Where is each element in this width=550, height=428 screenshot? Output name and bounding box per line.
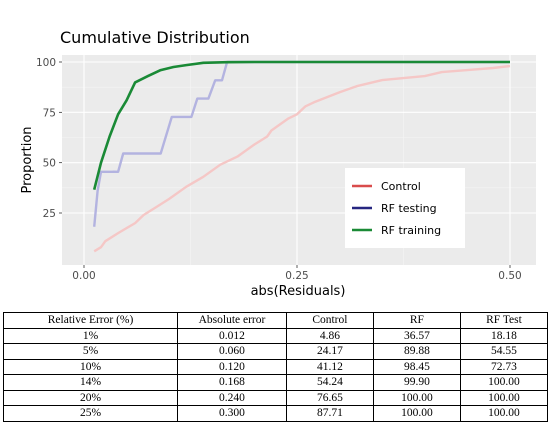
table-row: 14% 0.168 54.24 99.90 100.00 [2, 374, 549, 391]
series-line-control [93, 64, 511, 253]
table-cell: 0.120 [177, 358, 287, 375]
table-row: 25% 0.300 87.71 100.00 100.00 [2, 405, 549, 422]
table-cell: 0.168 [177, 374, 287, 391]
table-cell: 18.18 [459, 327, 549, 344]
table-cell: 10% [2, 358, 179, 375]
y-tick-label: 75 [43, 107, 56, 119]
table-cell: 87.71 [285, 405, 374, 422]
series-layer [92, 60, 511, 253]
y-tick-label: 100 [36, 57, 56, 69]
header-absolute-error: Absolute error [177, 312, 287, 329]
legend-label-rf-training: RF training [381, 224, 441, 237]
tick-layer: 0.00 0.25 0.50 25 50 75 100 [36, 57, 522, 282]
table-cell: 100.00 [372, 405, 461, 422]
table-cell: 24.17 [285, 343, 374, 360]
x-axis-title: abs(Residuals) [251, 284, 346, 299]
table-cell: 100.00 [459, 374, 549, 391]
legend-label-rf-testing: RF testing [381, 202, 437, 215]
table-cell: 25% [2, 405, 179, 422]
header-relative-error: Relative Error (%) [2, 312, 179, 329]
table-cell: 36.57 [372, 327, 461, 344]
header-control: Control [285, 312, 374, 329]
legend: Control RF testing RF training [345, 168, 465, 248]
legend-label-control: Control [381, 180, 421, 193]
table-cell: 54.55 [459, 343, 549, 360]
chart-title: Cumulative Distribution [60, 28, 250, 47]
series-line-rf-testing [93, 60, 510, 227]
table-cell: 89.88 [372, 343, 461, 360]
x-tick-label: 0.25 [285, 270, 308, 282]
table-cell: 41.12 [285, 358, 374, 375]
table-cell: 4.86 [285, 327, 374, 344]
table-cell: 100.00 [459, 405, 549, 422]
table-cell: 0.300 [177, 405, 287, 422]
y-axis-title: Proportion [20, 126, 35, 193]
header-rf-test: RF Test [459, 312, 549, 329]
x-tick-label: 0.50 [498, 270, 521, 282]
x-tick-label: 0.00 [72, 270, 95, 282]
table-body: 1% 0.012 4.86 36.57 18.18 5% 0.060 24.17 89.88 54… [2, 327, 549, 422]
table-cell: 14% [2, 374, 179, 391]
table-row: 1% 0.012 4.86 36.57 18.18 [2, 327, 549, 344]
table-cell: 76.65 [285, 389, 374, 406]
table-row: 10% 0.120 41.12 98.45 72.73 [2, 358, 549, 375]
table-cell: 0.012 [177, 327, 287, 344]
y-tick-label: 50 [43, 158, 56, 170]
table-cell: 5% [2, 343, 179, 360]
header-rf: RF [372, 312, 461, 329]
series-line-rf-training [92, 60, 510, 191]
table-cell: 100.00 [372, 389, 461, 406]
table-cell: 100.00 [459, 389, 549, 406]
table-cell: 72.73 [459, 358, 549, 375]
table-cell: 54.24 [285, 374, 374, 391]
table-row: 20% 0.240 76.65 100.00 100.00 [2, 389, 549, 406]
table-cell: 98.45 [372, 358, 461, 375]
table-cell: 0.060 [177, 343, 287, 360]
table-cell: 0.240 [177, 389, 287, 406]
cumulative-distribution-chart: Cumulative Distribution 0.00 0.25 0.50 25 50… [20, 28, 536, 299]
table-cell: 1% [2, 327, 179, 344]
y-tick-label: 25 [43, 208, 56, 220]
error-summary-table: Relative Error (%) Absolute error Contro… [2, 312, 549, 422]
table-row: 5% 0.060 24.17 89.88 54.55 [2, 343, 549, 360]
table-header-row: Relative Error (%) Absolute error Contro… [2, 312, 549, 329]
table-cell: 99.90 [372, 374, 461, 391]
table-cell: 20% [2, 389, 179, 406]
